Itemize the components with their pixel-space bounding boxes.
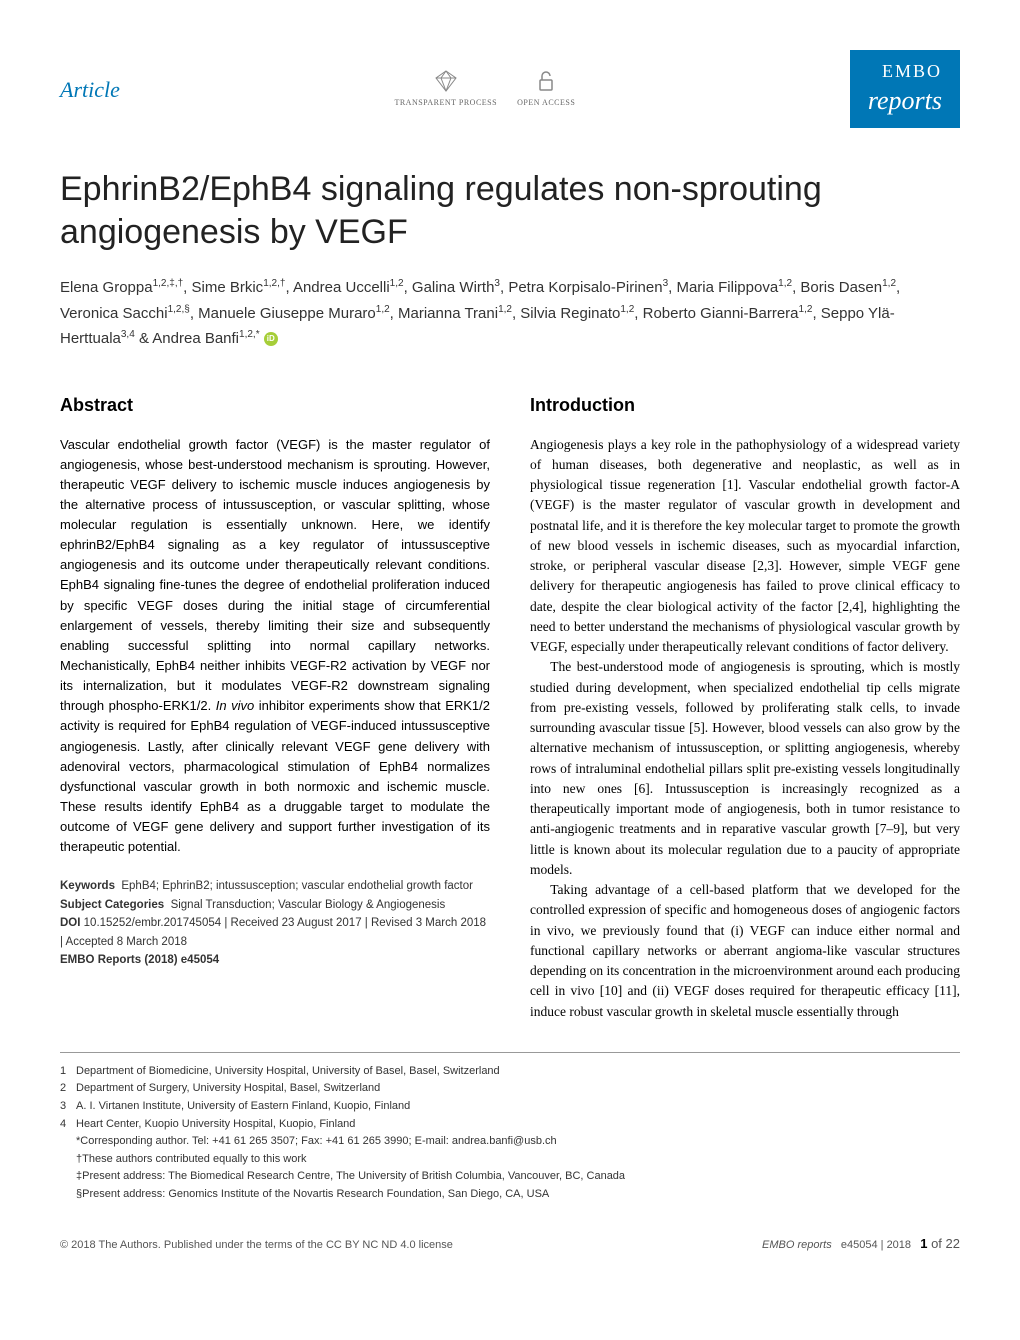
footer-issue: e45054 | 2018 — [841, 1239, 911, 1251]
affil-text: Department of Biomedicine, University Ho… — [76, 1063, 500, 1081]
right-column: Introduction Angiogenesis plays a key ro… — [530, 392, 960, 1022]
affiliation-row: 4Heart Center, Kuopio University Hospita… — [60, 1116, 960, 1134]
subject-label: Subject Categories — [60, 899, 164, 911]
intro-p3: Taking advantage of a cell-based platfor… — [530, 880, 960, 1022]
author-list: Elena Groppa1,2,‡,†, Sime Brkic1,2,†, An… — [60, 275, 960, 352]
keywords-label: Keywords — [60, 880, 115, 892]
author-note: ‡Present address: The Biomedical Researc… — [76, 1168, 960, 1186]
intro-p2: The best-understood mode of angiogenesis… — [530, 657, 960, 880]
affil-num: 2 — [60, 1080, 76, 1098]
doi-text: 10.15252/embr.201745054 | Received 23 Au… — [60, 917, 486, 947]
subject-text: Signal Transduction; Vascular Biology & … — [171, 899, 446, 911]
citation-text: EMBO Reports (2018) e45054 — [60, 954, 219, 966]
affil-num: 4 — [60, 1116, 76, 1134]
article-type-label: Article — [60, 73, 120, 106]
metadata-block: Keywords EphB4; EphrinB2; intussusceptio… — [60, 877, 490, 969]
open-access-badge: OPEN ACCESS — [517, 69, 575, 109]
citation-row: EMBO Reports (2018) e45054 — [60, 951, 490, 969]
journal-logo: EMBO reports — [850, 50, 960, 128]
transparent-process-badge: TRANSPARENT PROCESS — [394, 69, 497, 109]
authors-text: Elena Groppa1,2,‡,†, Sime Brkic1,2,†, An… — [60, 279, 900, 347]
intro-p1: Angiogenesis plays a key role in the pat… — [530, 435, 960, 658]
journal-name-2: reports — [868, 81, 942, 120]
orcid-icon[interactable] — [264, 332, 278, 346]
page-number: 1 of 22 — [920, 1236, 960, 1251]
diamond-icon — [434, 69, 458, 93]
page-total: of 22 — [931, 1236, 960, 1251]
badge-group: TRANSPARENT PROCESS OPEN ACCESS — [394, 69, 575, 109]
paper-title: EphrinB2/EphB4 signaling regulates non-s… — [60, 168, 960, 253]
affiliations-block: 1Department of Biomedicine, University H… — [60, 1052, 960, 1204]
doi-label: DOI — [60, 917, 80, 929]
left-column: Abstract Vascular endothelial growth fac… — [60, 392, 490, 1022]
license-text: © 2018 The Authors. Published under the … — [60, 1237, 453, 1254]
keywords-text: EphB4; EphrinB2; intussusception; vascul… — [121, 880, 473, 892]
subject-row: Subject Categories Signal Transduction; … — [60, 896, 490, 914]
open-lock-icon — [534, 69, 558, 93]
abstract-body: Vascular endothelial growth factor (VEGF… — [60, 435, 490, 858]
page-footer: © 2018 The Authors. Published under the … — [60, 1234, 960, 1254]
affil-text: Heart Center, Kuopio University Hospital… — [76, 1116, 355, 1134]
intro-heading: Introduction — [530, 392, 960, 419]
affiliation-row: 3A. I. Virtanen Institute, University of… — [60, 1098, 960, 1116]
doi-row: DOI 10.15252/embr.201745054 | Received 2… — [60, 914, 490, 951]
affiliation-row: 2Department of Surgery, University Hospi… — [60, 1080, 960, 1098]
main-columns: Abstract Vascular endothelial growth fac… — [60, 392, 960, 1022]
abstract-heading: Abstract — [60, 392, 490, 419]
affil-num: 3 — [60, 1098, 76, 1116]
footer-journal: EMBO reports — [762, 1239, 832, 1251]
affil-text: A. I. Virtanen Institute, University of … — [76, 1098, 410, 1116]
affil-num: 1 — [60, 1063, 76, 1081]
open-access-label: OPEN ACCESS — [517, 97, 575, 109]
author-note: †These authors contributed equally to th… — [76, 1151, 960, 1169]
affil-text: Department of Surgery, University Hospit… — [76, 1080, 380, 1098]
transparent-label: TRANSPARENT PROCESS — [394, 97, 497, 109]
author-note: §Present address: Genomics Institute of … — [76, 1186, 960, 1204]
footer-right: EMBO reports e45054 | 2018 1 of 22 — [762, 1234, 960, 1254]
affiliation-row: 1Department of Biomedicine, University H… — [60, 1063, 960, 1081]
keywords-row: Keywords EphB4; EphrinB2; intussusceptio… — [60, 877, 490, 895]
intro-body: Angiogenesis plays a key role in the pat… — [530, 435, 960, 1022]
author-note: *Corresponding author. Tel: +41 61 265 3… — [76, 1133, 960, 1151]
page-current: 1 — [920, 1236, 927, 1251]
header: Article TRANSPARENT PROCESS OPEN ACCESS … — [60, 50, 960, 128]
